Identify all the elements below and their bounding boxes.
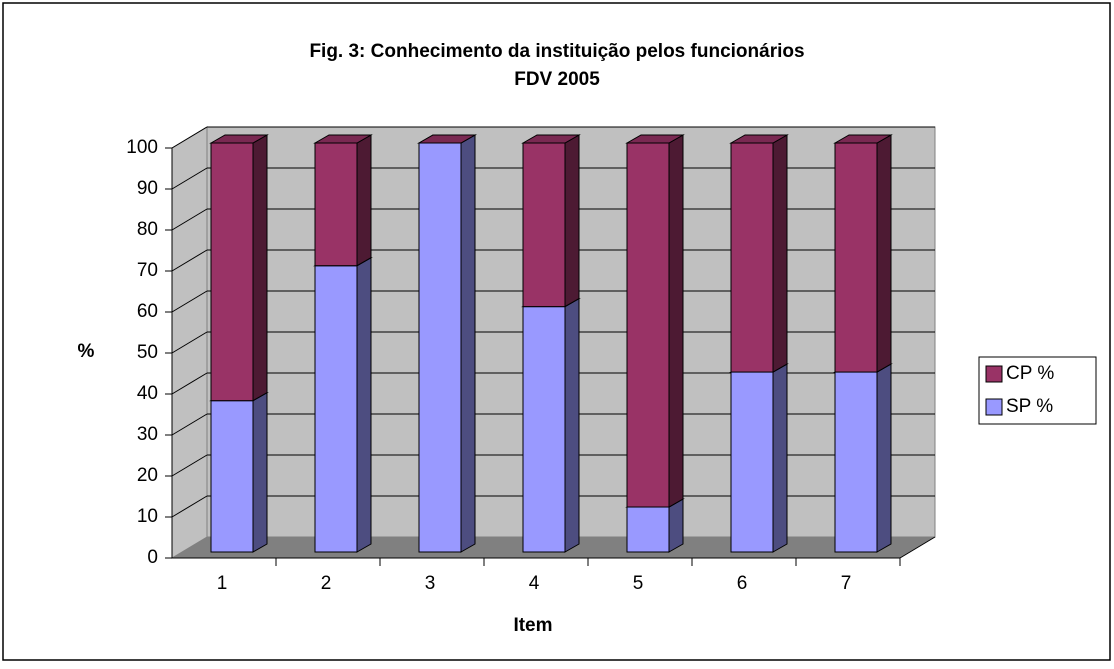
legend-swatch <box>985 365 1003 383</box>
bar <box>314 142 358 267</box>
y-tick-label: 10 <box>137 506 158 527</box>
bar-top <box>313 134 373 144</box>
y-tick-label: 40 <box>137 383 158 404</box>
bar-top <box>729 134 789 144</box>
bar <box>418 142 462 553</box>
bar-top <box>625 134 685 144</box>
bar <box>626 506 670 553</box>
bar-side <box>356 134 372 267</box>
bar <box>834 142 878 373</box>
y-tick-label: 30 <box>137 424 158 445</box>
legend-label: CP % <box>1006 363 1054 384</box>
bar <box>522 306 566 553</box>
bar-top <box>417 134 477 144</box>
bar <box>210 400 254 553</box>
legend-swatch <box>985 398 1003 416</box>
y-tick-label: 20 <box>137 465 158 486</box>
bar <box>626 142 670 508</box>
grid-line <box>171 126 208 149</box>
grid-line <box>171 249 208 272</box>
y-tick-label: 80 <box>137 219 158 240</box>
x-tick-label: 1 <box>217 573 228 594</box>
bar-side <box>252 134 268 402</box>
grid-line <box>171 208 208 231</box>
bar-side <box>252 391 268 553</box>
bar-side <box>356 256 372 553</box>
grid-line <box>171 495 208 518</box>
y-axis-label: % <box>78 341 95 362</box>
y-tick-label: 90 <box>137 178 158 199</box>
x-tick-label: 3 <box>425 573 436 594</box>
bar <box>730 142 774 373</box>
legend-label: SP % <box>1006 396 1053 417</box>
y-tick-label: 50 <box>137 342 158 363</box>
bar-side <box>876 363 892 553</box>
y-tick-label: 100 <box>126 137 158 158</box>
chart-title: Fig. 3: Conhecimento da instituição pelo… <box>309 41 804 62</box>
grid-line <box>171 372 208 395</box>
bar-side <box>876 134 892 373</box>
bar <box>522 142 566 308</box>
bar-top <box>521 134 581 144</box>
x-tick-label: 4 <box>529 573 540 594</box>
grid-line <box>171 167 208 190</box>
bar-side <box>772 134 788 373</box>
y-tick-label: 60 <box>137 301 158 322</box>
x-tick-label: 7 <box>841 573 852 594</box>
bar-side <box>460 134 476 553</box>
bar-side <box>564 134 580 308</box>
x-axis-label: Item <box>513 615 552 636</box>
y-tick-label: 0 <box>147 547 158 568</box>
bar-side <box>668 498 684 553</box>
grid-line <box>171 331 208 354</box>
grid-line <box>171 454 208 477</box>
bar <box>210 142 254 402</box>
grid-line <box>171 290 208 313</box>
chart-subtitle: FDV 2005 <box>514 69 600 90</box>
bar <box>834 371 878 553</box>
x-tick-label: 5 <box>633 573 644 594</box>
bar-side <box>772 363 788 553</box>
bar <box>314 265 358 553</box>
y-tick-label: 70 <box>137 260 158 281</box>
grid-line <box>171 413 208 436</box>
bar <box>730 371 774 553</box>
bar-top <box>209 134 269 144</box>
bar-side <box>668 134 684 508</box>
floor-edge <box>899 536 936 559</box>
x-tick-label: 2 <box>321 573 332 594</box>
bar-top <box>833 134 893 144</box>
x-tick-label: 6 <box>737 573 748 594</box>
bar-side <box>564 297 580 553</box>
